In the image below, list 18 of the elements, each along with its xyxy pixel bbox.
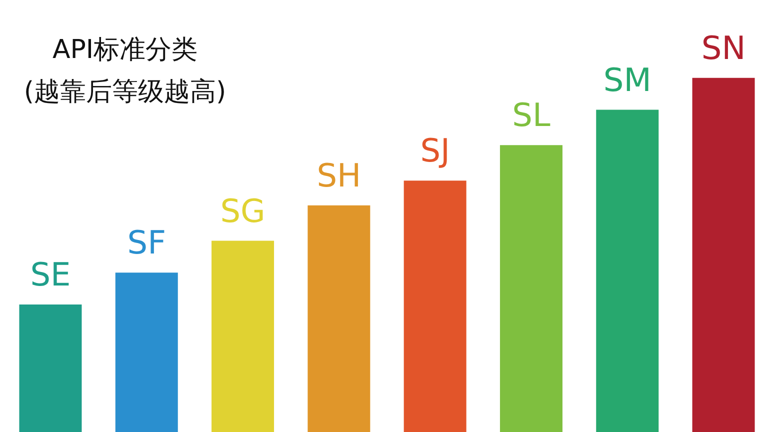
bar: [19, 304, 82, 432]
bar: [308, 205, 370, 432]
x-tick-label: SG: [220, 192, 266, 230]
x-tick-label: SN: [701, 28, 746, 67]
x-tick-label: SF: [127, 224, 166, 262]
chart-title: API标准分类: [52, 35, 198, 65]
bar: [596, 110, 659, 432]
bar: [115, 272, 178, 432]
x-tick-label: SE: [30, 256, 71, 294]
x-tick-label: SJ: [420, 132, 450, 170]
bar: [404, 180, 466, 432]
bar: [212, 240, 274, 432]
bar: [500, 145, 562, 432]
x-tick-label: SL: [512, 96, 550, 134]
chart-subtitle: (越靠后等级越高): [24, 77, 226, 107]
x-tick-label: SM: [603, 60, 652, 99]
x-tick-label: SH: [316, 156, 362, 194]
bar: [692, 78, 755, 432]
